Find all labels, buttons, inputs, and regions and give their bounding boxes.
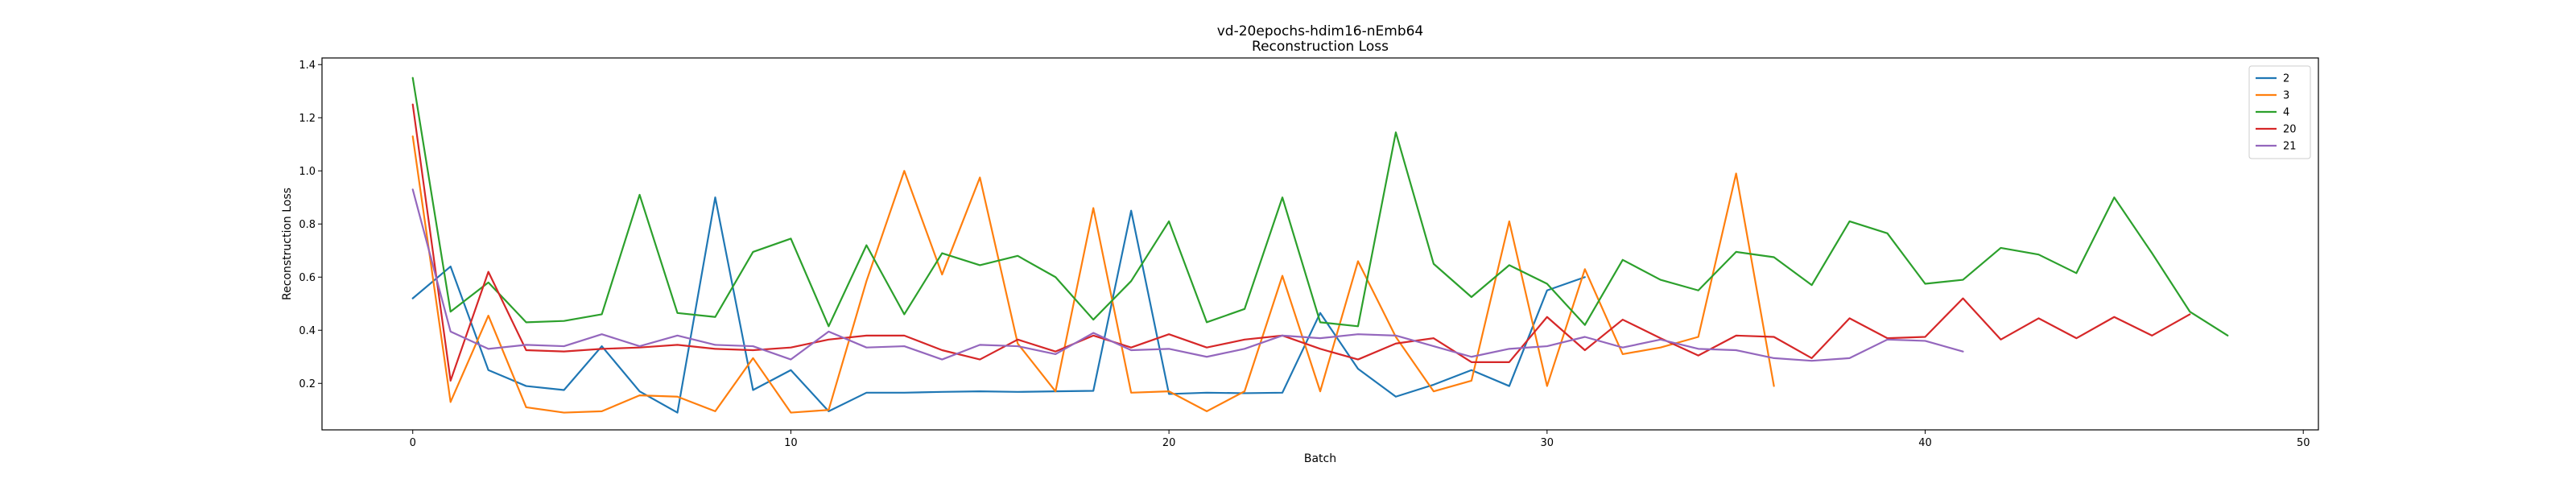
chart-subtitle: Reconstruction Loss (1252, 39, 1389, 55)
legend-label-20: 20 (2283, 124, 2297, 136)
y-tick-label: 0.6 (299, 272, 316, 284)
x-tick-label: 30 (1541, 437, 1554, 449)
y-tick-label: 1.4 (299, 60, 316, 72)
x-tick-label: 40 (1918, 437, 1932, 449)
plot-frame (321, 57, 2319, 431)
x-tick-label: 20 (1162, 437, 1176, 449)
series-line-3 (411, 135, 1775, 414)
legend-box (2248, 65, 2311, 159)
legend-label-21: 21 (2283, 141, 2297, 153)
legend-label-2: 2 (2283, 73, 2289, 85)
legend-label-4: 4 (2283, 107, 2289, 119)
y-tick-label: 0.8 (299, 219, 316, 231)
legend-label-3: 3 (2283, 90, 2289, 102)
y-tick-label: 0.2 (299, 378, 316, 390)
y-tick-label: 1.0 (299, 166, 316, 178)
x-tick-label: 10 (784, 437, 798, 449)
x-tick-label: 0 (410, 437, 416, 449)
series-line-2 (411, 196, 1586, 414)
chart-title: vd-20epochs-hdim16-nEmb64 (1217, 23, 1424, 39)
x-tick-label: 50 (2297, 437, 2310, 449)
series-line-21 (411, 188, 1964, 362)
y-axis: 0.2 0.4 0.6 0.8 1.0 1.2 1.4 (299, 60, 322, 390)
series-line-4 (411, 76, 2229, 336)
y-tick-label: 1.2 (299, 113, 316, 125)
series-line-20 (411, 103, 2191, 382)
series-layer (411, 76, 2229, 414)
y-tick-label: 0.4 (299, 325, 316, 337)
x-axis-label: Batch (1304, 452, 1336, 465)
y-axis-label: Reconstruction Loss (281, 188, 294, 300)
legend: 2 3 4 20 21 (2248, 65, 2311, 159)
x-axis: 0 10 20 30 40 50 (410, 430, 2310, 449)
